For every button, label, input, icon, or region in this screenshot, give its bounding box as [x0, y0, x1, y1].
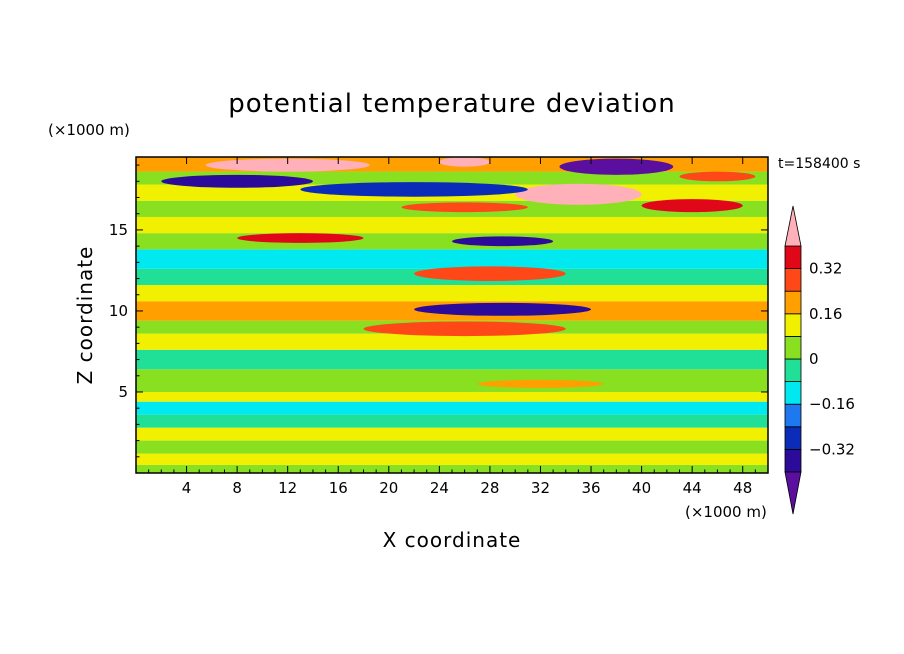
x-axis-ticks: 4 8 12 16 20 24 28 32 36 40 44 48	[148, 157, 756, 497]
plot-area	[136, 157, 768, 473]
x-tick-label: 4	[182, 479, 192, 497]
colorbar-box-0	[784, 448, 802, 473]
x-tick-label: 12	[278, 479, 297, 497]
colorbar-box-5	[784, 335, 802, 360]
colorbar-under-triangle	[784, 471, 802, 515]
contour-band-14	[136, 249, 768, 269]
colorbar-box-3	[784, 381, 802, 405]
contour-feature-2	[414, 266, 566, 281]
colorbar-box-7	[784, 290, 802, 315]
contour-feature-7	[559, 158, 674, 175]
x-tick-label: 8	[232, 479, 242, 497]
contour-features	[161, 157, 756, 388]
contour-feature-10	[439, 157, 490, 167]
x-tick-label: 36	[581, 479, 600, 497]
colorbar-box-2	[784, 403, 802, 428]
colorbar-tick-label: −0.16	[809, 395, 855, 413]
colorbar-over-triangle	[784, 205, 802, 247]
contour-band-9	[136, 333, 768, 350]
colorbar-box-8	[784, 268, 802, 292]
contour-band-12	[136, 285, 768, 302]
time-stamp: t=158400 s	[778, 156, 860, 172]
colorbar-box-1	[784, 426, 802, 450]
y-tick-label: 10	[109, 302, 128, 320]
colorbar-tick-label: −0.32	[809, 440, 855, 458]
contour-feature-13	[641, 199, 743, 213]
y-axis-ticks: 5 10 15	[109, 164, 768, 458]
colorbar-tick-label: 0.32	[809, 260, 842, 278]
colorbar-tick-label: 0.16	[809, 305, 842, 323]
contour-feature-1	[414, 302, 592, 316]
contour-feature-15	[161, 174, 313, 188]
contour-band-6	[136, 391, 768, 402]
x-tick-label: 28	[480, 479, 499, 497]
colorbar-box-9	[784, 245, 802, 270]
x-tick-label: 40	[632, 479, 651, 497]
contour-band-0	[136, 464, 768, 473]
contour-feature-4	[237, 233, 364, 243]
contour-feature-9	[205, 158, 370, 172]
contour-feature-5	[515, 183, 642, 205]
x-tick-label: 44	[683, 479, 702, 497]
contour-band-4	[136, 414, 768, 428]
contour-feature-8	[300, 182, 528, 197]
x-axis-label: X coordinate	[383, 528, 522, 552]
y-axis-label: Z coordinate	[73, 246, 97, 385]
contour-band-7	[136, 369, 768, 392]
contour-band-16	[136, 216, 768, 234]
colorbar-tick-label: 0	[809, 350, 819, 368]
contour-band-2	[136, 440, 768, 454]
contour-feature-3	[452, 236, 554, 247]
chart-title: potential temperature deviation	[228, 89, 675, 119]
contour-feature-0	[363, 321, 566, 337]
x-tick-label: 32	[531, 479, 550, 497]
contour-feature-14	[679, 171, 756, 182]
contour-band-1	[136, 453, 768, 465]
x-tick-label: 20	[379, 479, 398, 497]
contour-feature-6	[401, 202, 528, 213]
y-tick-label: 15	[109, 221, 128, 239]
contour-feature-12	[388, 351, 541, 362]
contour-band-5	[136, 401, 768, 415]
x-tick-label: 16	[329, 479, 348, 497]
y-unit-label: (×1000 m)	[48, 121, 130, 139]
x-tick-label: 48	[733, 479, 752, 497]
colorbar-box-4	[784, 358, 802, 383]
x-unit-label: (×1000 m)	[685, 503, 767, 521]
colorbar: −0.32 −0.16 0 0.16 0.32	[784, 205, 855, 515]
x-tick-label: 24	[430, 479, 449, 497]
contour-feature-11	[477, 379, 604, 388]
contour-band-3	[136, 427, 768, 441]
colorbar-box-6	[784, 313, 802, 337]
y-tick-label: 5	[118, 383, 128, 401]
